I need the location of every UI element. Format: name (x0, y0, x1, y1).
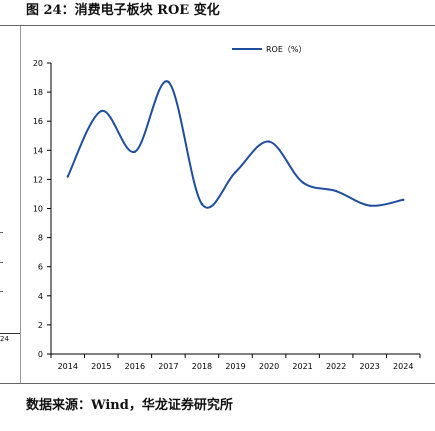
roe-data-point (301, 181, 304, 184)
roe-data-point (267, 140, 271, 143)
legend-label: ROE（%） (266, 45, 307, 54)
roe-data-point (66, 175, 69, 178)
top-rule (0, 25, 435, 26)
x-tick-label: 2022 (326, 362, 346, 371)
y-tick-label: 14 (33, 146, 43, 155)
x-tick-label: 2021 (292, 362, 312, 371)
y-tick-label: 2 (38, 321, 43, 330)
y-tick-label: 18 (33, 88, 43, 97)
y-tick-label: 10 (33, 205, 43, 214)
y-tick-label: 8 (38, 234, 43, 243)
crop-tick (0, 262, 3, 263)
x-tick-label: 2017 (158, 362, 178, 371)
roe-data-point (100, 109, 103, 113)
y-tick-label: 12 (33, 175, 43, 184)
crop-fragment-label: 24 (0, 335, 9, 343)
y-tick-label: 4 (38, 292, 43, 301)
y-tick-label: 0 (38, 350, 43, 359)
x-tick-label: 2019 (225, 362, 245, 371)
roe-data-point (234, 170, 237, 174)
roe-data-point (368, 204, 371, 207)
roe-data-point (402, 198, 405, 201)
left-crop-border (20, 26, 21, 383)
x-tick-label: 2016 (125, 362, 145, 371)
x-tick-label: 2024 (393, 362, 413, 371)
roe-data-point (334, 189, 338, 193)
x-tick-label: 2014 (58, 362, 78, 371)
x-tick-label: 2023 (360, 362, 380, 371)
roe-data-point (200, 202, 204, 206)
crop-tick (0, 291, 3, 292)
crop-rule (0, 333, 20, 334)
roe-data-point (167, 80, 170, 84)
y-tick-label: 20 (33, 59, 43, 68)
x-tick-label: 2015 (91, 362, 111, 371)
crop-tick (0, 232, 3, 233)
x-tick-label: 2020 (259, 362, 279, 371)
roe-series-line (66, 80, 404, 209)
roe-line-chart: 0 2 4 6 8 10 12 14 16 18 20 2014 2015 2016 2017 2018 201… (33, 45, 421, 371)
figure-title: 图 24：消费电子板块 ROE 变化 (26, 3, 220, 18)
bottom-rule (0, 383, 435, 384)
y-tick-label: 16 (33, 117, 43, 126)
source-note: 数据来源：Wind，华龙证券研究所 (26, 398, 233, 413)
roe-data-point (133, 150, 137, 153)
y-tick-label: 6 (38, 263, 43, 272)
x-tick-label: 2018 (192, 362, 212, 371)
